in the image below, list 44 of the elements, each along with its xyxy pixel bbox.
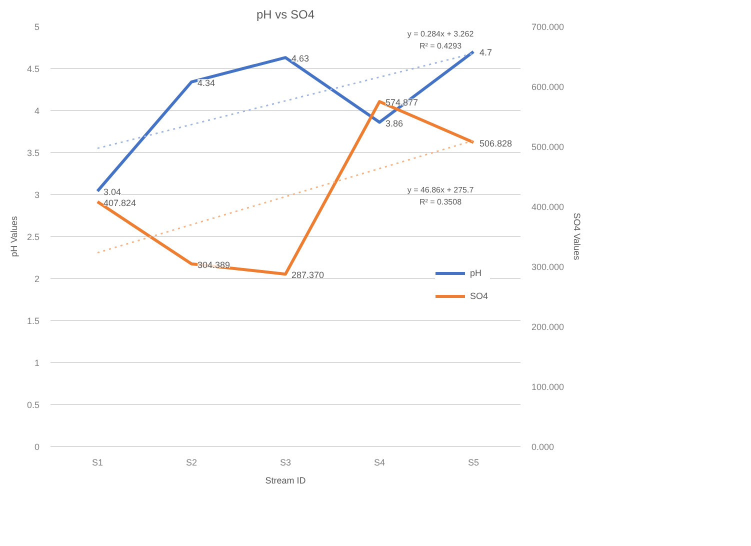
x-tick-label: S1 bbox=[92, 458, 104, 468]
data-label: 4.63 bbox=[292, 54, 310, 64]
data-label: 407.824 bbox=[104, 198, 136, 208]
chart-title: pH vs SO4 bbox=[256, 8, 315, 22]
y2-tick-label: 500.000 bbox=[532, 142, 564, 152]
data-label: 3.86 bbox=[386, 118, 404, 128]
x-tick-label: S4 bbox=[374, 458, 386, 468]
x-tick-label: S3 bbox=[280, 458, 292, 468]
y-tick-label: 0 bbox=[34, 442, 40, 452]
y2-tick-label: 700.000 bbox=[532, 22, 564, 32]
legend-label: SO4 bbox=[470, 291, 490, 301]
y-tick-label: 4 bbox=[34, 106, 40, 116]
y-tick-label: 2 bbox=[34, 274, 40, 284]
x-tick-label: S5 bbox=[468, 458, 480, 468]
x-axis-title: Stream ID bbox=[265, 476, 306, 486]
y2-tick-label: 200.000 bbox=[532, 322, 564, 332]
data-label: 4.7 bbox=[480, 48, 492, 58]
y-tick-label: 1 bbox=[34, 358, 40, 368]
annotation: y = 0.284x + 3.262 bbox=[407, 30, 474, 38]
y2-tick-label: 300.000 bbox=[532, 262, 564, 272]
annotation: R² = 0.4293 bbox=[419, 42, 462, 50]
y2-tick-label: 400.000 bbox=[532, 202, 564, 212]
y2-tick-label: 0.000 bbox=[532, 442, 554, 452]
annotation: R² = 0.3508 bbox=[419, 198, 462, 206]
y-tick-label: 5 bbox=[34, 22, 40, 32]
y-tick-label: 3 bbox=[34, 190, 40, 200]
y2-axis-title: SO4 Values bbox=[572, 212, 582, 261]
y-tick-label: 2.5 bbox=[26, 232, 40, 242]
x-tick-label: S2 bbox=[186, 458, 198, 468]
y-axis-title: pH Values bbox=[8, 216, 19, 257]
y-tick-label: 0.5 bbox=[26, 400, 40, 410]
y-tick-label: 4.5 bbox=[26, 64, 40, 74]
data-label: 3.04 bbox=[104, 187, 122, 198]
legend-label: pH bbox=[470, 268, 483, 278]
y-tick-label: 3.5 bbox=[26, 148, 40, 158]
data-label: 287.370 bbox=[292, 270, 324, 280]
y-tick-label: 1.5 bbox=[26, 316, 40, 326]
y2-tick-label: 600.000 bbox=[532, 82, 564, 92]
data-label: 574.877 bbox=[386, 98, 418, 108]
annotation: y = 46.86x + 275.7 bbox=[407, 186, 474, 194]
data-label: 506.828 bbox=[480, 138, 512, 148]
data-label: 304.389 bbox=[198, 260, 230, 270]
y2-tick-label: 100.000 bbox=[532, 382, 564, 392]
data-label: 4.34 bbox=[198, 78, 216, 88]
